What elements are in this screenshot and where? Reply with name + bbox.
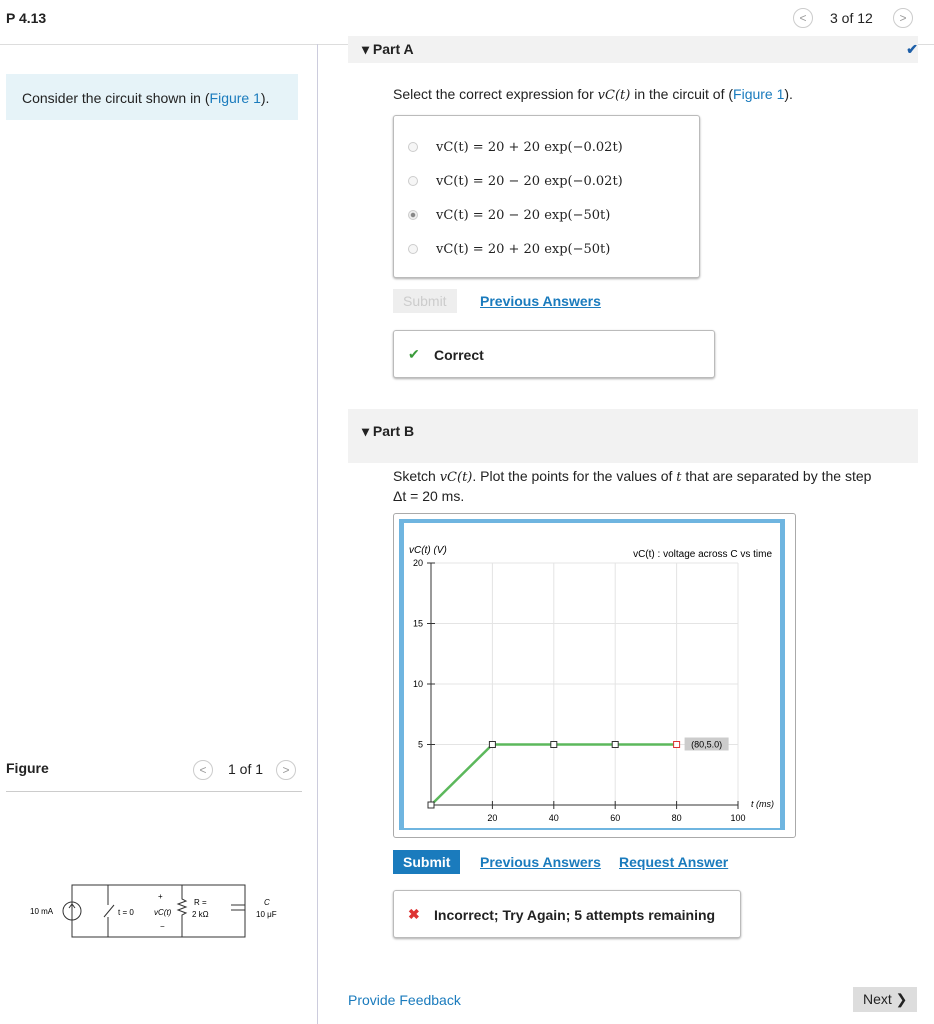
- next-problem[interactable]: >: [893, 8, 913, 28]
- provide-feedback[interactable]: Provide Feedback: [348, 992, 461, 1008]
- radio[interactable]: [408, 210, 418, 221]
- request-answer[interactable]: Request Answer: [619, 854, 729, 870]
- radio[interactable]: [408, 244, 418, 255]
- problem-title: P 4.13: [6, 10, 47, 26]
- x-tick-label: 20: [487, 813, 497, 823]
- graph[interactable]: vC(t) (V) vC(t) : voltage across C vs tim…: [404, 523, 780, 828]
- feedback-box: ✖ Incorrect; Try Again; 5 attempts remain…: [393, 890, 741, 938]
- option[interactable]: vC(t) = 20 + 20 exp(−50t): [408, 240, 610, 257]
- figure-link[interactable]: Figure 1: [733, 86, 785, 102]
- data-point[interactable]: [611, 741, 619, 748]
- radio[interactable]: [408, 176, 418, 187]
- previous-answers[interactable]: Previous Answers: [480, 293, 601, 309]
- intro-text: Consider the circuit shown in (: [22, 90, 210, 106]
- part-a-prompt: Select the correct expression for vC(t) …: [393, 86, 793, 103]
- data-point[interactable]: [673, 741, 681, 748]
- check: ✔: [408, 346, 420, 362]
- point-label-bg: [684, 737, 729, 751]
- text: Sketch: [393, 468, 440, 484]
- circuit: 10 mA t = 0 vC(t) + − R = 2 kΩ C 10 μF: [30, 884, 277, 938]
- x-tick-label: 60: [610, 813, 620, 823]
- graph-frame: [393, 513, 796, 838]
- y-tick-label: 10: [413, 679, 423, 689]
- option-text: vC(t) = 20 + 20 exp(−50t): [436, 242, 611, 257]
- figure-pager: 1 of 1: [228, 761, 264, 777]
- cross: ✖: [408, 906, 420, 922]
- figure-link[interactable]: Figure 1: [209, 90, 261, 106]
- y-axis-label: vC(t) (V): [409, 545, 447, 556]
- graph-title: vC(t) : voltage across C vs time: [633, 549, 772, 560]
- option[interactable]: vC(t) = 20 − 20 exp(−0.02t): [408, 172, 623, 189]
- part-a-title: Part A: [372, 41, 414, 57]
- option[interactable]: vC(t) = 20 + 20 exp(−0.02t): [408, 138, 623, 155]
- submit-disabled: Submit: [393, 289, 457, 313]
- next-button[interactable]: Next ❯: [853, 987, 918, 1012]
- r-value: 2 kΩ: [192, 910, 209, 919]
- text: . Plot the points for the values of: [472, 468, 677, 484]
- part-b-prompt: Sketch vC(t). Plot the points for the va…: [393, 467, 903, 506]
- point-label: (80,5.0): [691, 740, 722, 750]
- check: ✔: [906, 41, 918, 57]
- step: Δt = 20 ms.: [393, 488, 465, 504]
- plus: +: [158, 892, 163, 901]
- c-name: C: [264, 898, 270, 907]
- submit[interactable]: Submit: [393, 850, 461, 874]
- feedback: Incorrect; Try Again; 5 attempts remaini…: [434, 907, 716, 923]
- intro: Consider the circuit shown in (Figure 1)…: [6, 74, 298, 120]
- feedback: Correct: [434, 347, 484, 363]
- data-point[interactable]: [550, 741, 558, 748]
- pager: 3 of 12: [830, 10, 873, 26]
- option[interactable]: vC(t) = 20 − 20 exp(−50t): [408, 206, 610, 223]
- y-tick-label: 20: [413, 558, 423, 568]
- prev-figure[interactable]: <: [193, 760, 213, 780]
- option-text: vC(t) = 20 − 20 exp(−50t): [436, 208, 611, 223]
- x-axis-label: t (ms): [751, 799, 774, 809]
- x-tick-label: 40: [549, 813, 559, 823]
- options: vC(t) = 20 + 20 exp(−0.02t) vC(t) = 20 − …: [393, 115, 700, 278]
- text: in the circuit of (: [630, 86, 734, 102]
- var: vC(t): [597, 88, 631, 103]
- option-text: vC(t) = 20 − 20 exp(−0.02t): [436, 174, 623, 189]
- text: ).: [784, 86, 793, 102]
- divider: [317, 44, 318, 1024]
- intro-end: ).: [260, 90, 270, 106]
- feedback-box: ✔ Correct: [393, 330, 715, 378]
- radio[interactable]: [408, 142, 418, 153]
- source-label: 10 mA: [30, 907, 54, 916]
- c-value: 10 μF: [256, 910, 277, 919]
- y-tick-label: 15: [413, 619, 423, 629]
- next: Next: [863, 991, 892, 1007]
- prev-problem[interactable]: <: [793, 8, 813, 28]
- var: vC(t): [439, 470, 473, 485]
- x-tick-label: 80: [672, 813, 682, 823]
- data-point[interactable]: [488, 741, 496, 748]
- option-text: vC(t) = 20 + 20 exp(−0.02t): [436, 140, 623, 155]
- part-b-header[interactable]: ▾ Part B: [348, 409, 918, 463]
- text: that are separated by the step: [681, 468, 872, 484]
- switch-label: t = 0: [118, 908, 134, 917]
- r-name: R =: [194, 898, 207, 907]
- part-b-title: Part B: [372, 423, 415, 439]
- minus: −: [160, 922, 165, 931]
- part-a-header[interactable]: ▾ Part A ✔: [348, 36, 918, 63]
- figure-rule: [6, 791, 302, 792]
- y-tick-label: 5: [418, 740, 423, 750]
- voltage-label: vC(t): [154, 908, 172, 917]
- data-point[interactable]: [427, 801, 435, 809]
- x-tick-label: 100: [730, 813, 745, 823]
- previous-answers[interactable]: Previous Answers: [480, 854, 601, 870]
- next-figure[interactable]: >: [276, 760, 296, 780]
- figure-label: Figure: [6, 760, 49, 776]
- wires: [62, 884, 246, 938]
- text: Select the correct expression for: [393, 86, 598, 102]
- var: t: [676, 470, 682, 485]
